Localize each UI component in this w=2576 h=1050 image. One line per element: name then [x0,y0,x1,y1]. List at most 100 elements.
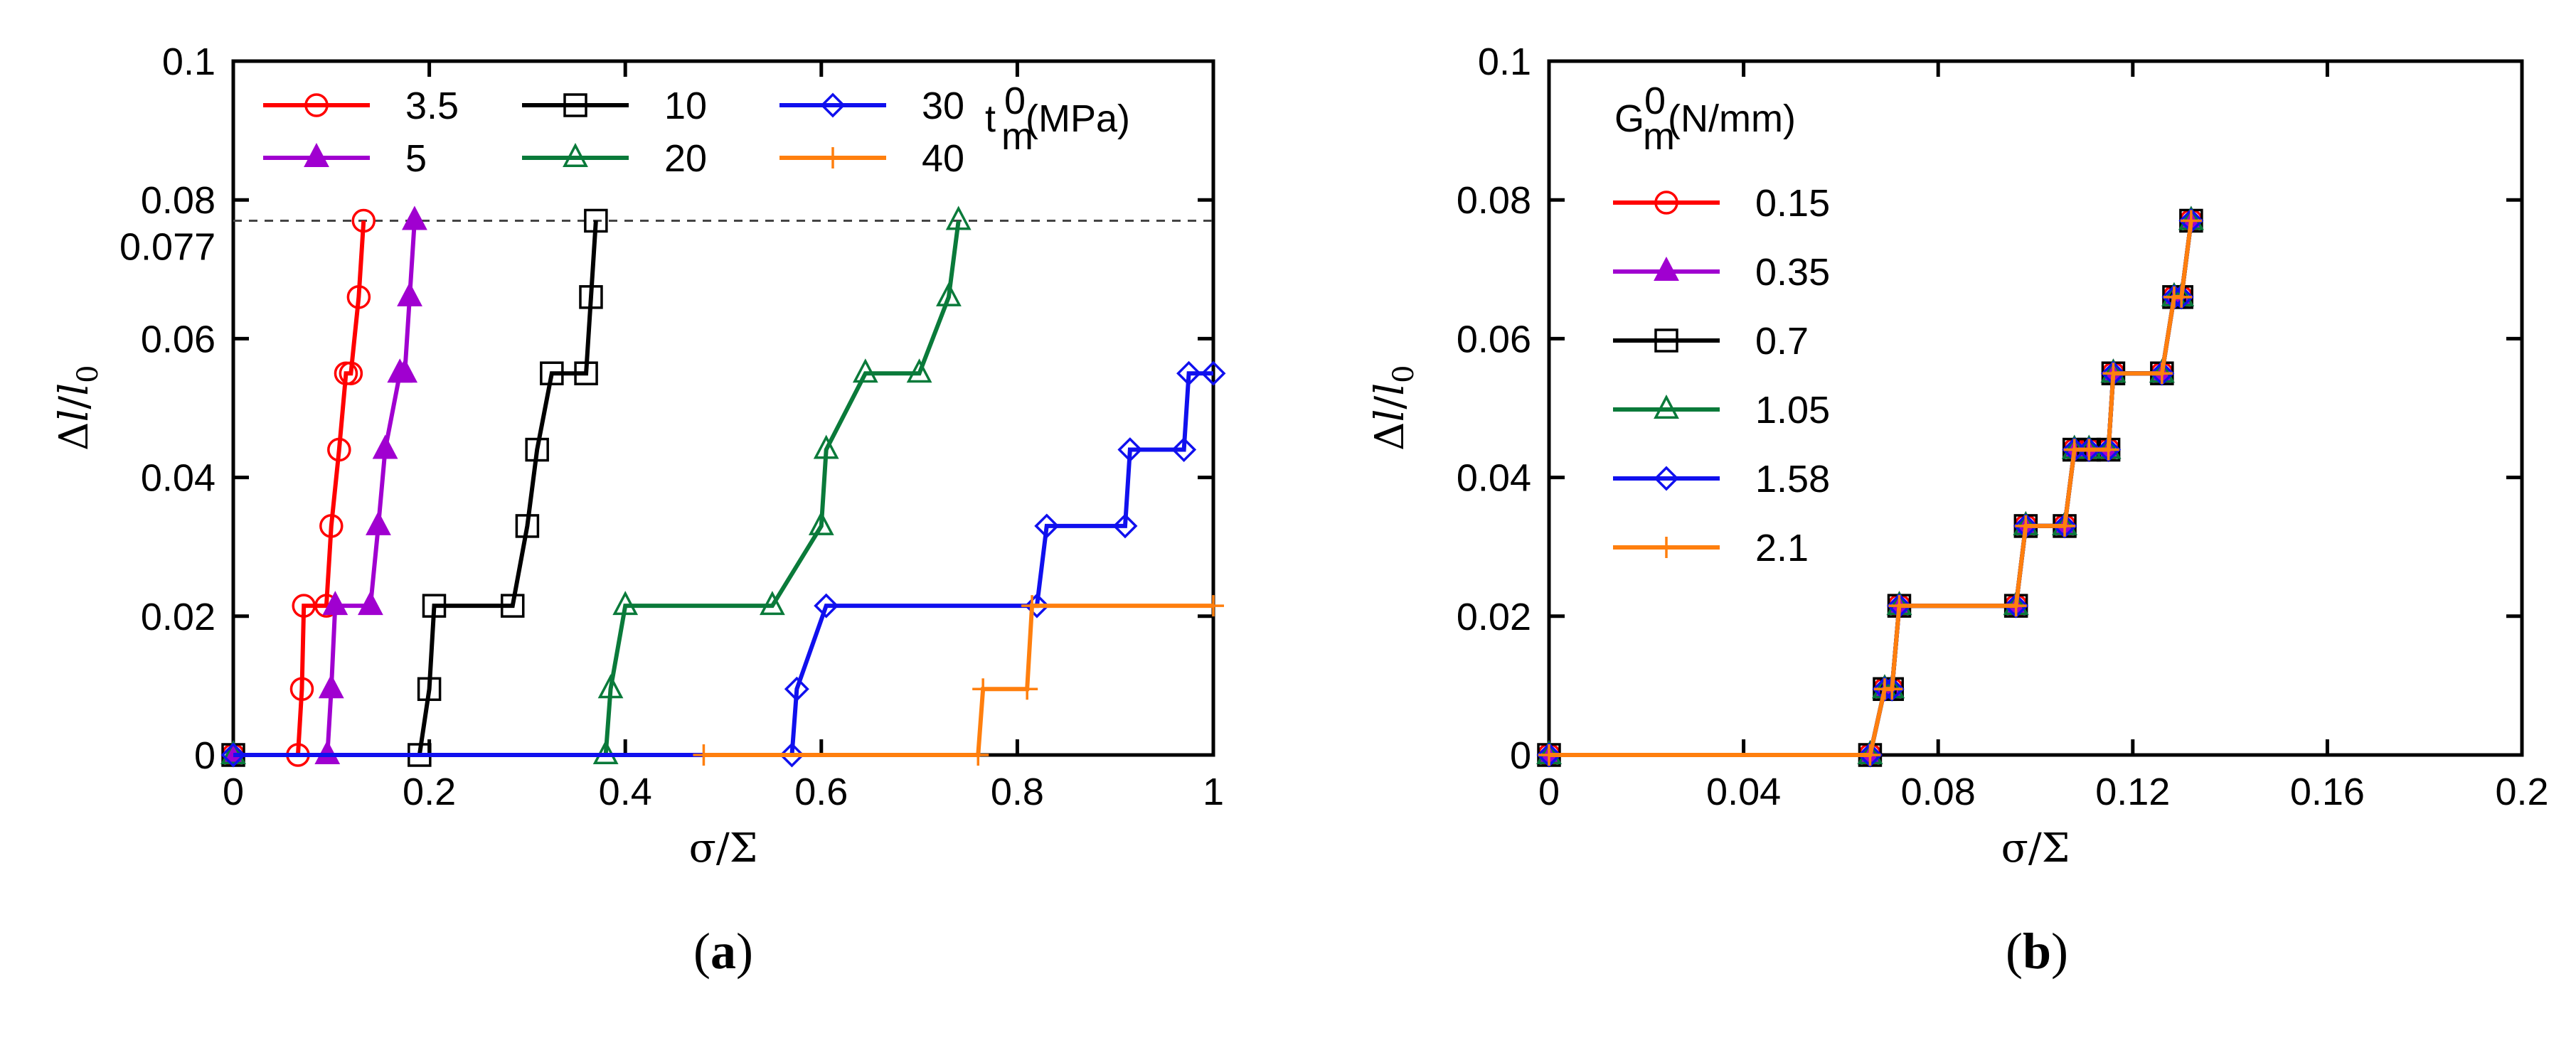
series-line [1549,220,2193,757]
data-point [2005,595,2027,617]
data-point [779,742,804,768]
legend: 3.5 5 10 20 30 40 t 0m (MPa) [263,80,1130,180]
legend-label: 3.5 [405,85,459,127]
y-tick-label: 0.04 [141,457,215,500]
data-point [500,594,525,618]
y-axis-title-group: Δl/l0 [51,365,105,451]
plot-frame [231,59,1215,757]
y-tick-label: 0.02 [1457,596,1531,638]
data-point [813,434,839,459]
legend-swatch-marker [1654,328,1678,353]
legend-title-base-part: t [985,97,996,140]
legend-swatch-marker [304,93,329,117]
series-2.1 [1538,210,2202,766]
data-point [814,593,839,618]
legend-item-5: 5 [263,137,427,180]
series-0.15 [1537,208,2203,767]
data-point [2102,363,2124,385]
data-point [579,285,603,309]
legend-title-group: G 0m (N/mm) [1614,80,1796,158]
x-tick-label: 0 [1538,771,1560,813]
y-axis-title: Δl/l0 [51,365,105,451]
legend-label: 0.7 [1755,320,1809,363]
data-point [574,361,598,385]
data-point [2171,286,2193,308]
data-point [392,358,418,383]
data-point [1859,744,1881,766]
legend-swatch-marker [1654,394,1679,419]
y-axis-title-group: Δl/l0 [1367,365,1420,451]
y-tick-label: 0.1 [1478,41,1531,83]
data-point [318,674,344,699]
legend-swatch-marker [1656,537,1677,558]
x-tick-label: 0.6 [794,771,848,813]
data-point [289,677,314,702]
x-tick-label: 0.04 [1706,771,1781,813]
series-line [233,371,1213,757]
legend-label: 10 [664,85,707,127]
data-point [612,591,639,616]
legend-item-30: 30 [779,85,964,127]
data-point [2151,363,2173,385]
data-point [322,591,348,616]
data-point [1171,437,1197,463]
legend-title-base: t [985,97,996,140]
legend: G 0m (N/mm) 0.15 0.35 0.7 1.05 1.58 2.1 [1613,80,1830,569]
series-5 [220,205,427,764]
legend-item-20: 20 [522,137,707,180]
legend-swatch-marker [1654,256,1679,281]
data-point [525,437,549,462]
legend-swatch-marker [563,93,587,117]
x-tick-label: 0 [223,771,244,813]
data-point [1024,593,1050,618]
y-tick-label: 0.08 [1457,179,1531,222]
y-axis-title: Δl/l0 [1367,365,1420,451]
series-line [233,220,961,757]
legend-swatch-marker [1654,466,1679,491]
legend-title-base: G [1614,97,1644,140]
data-point [967,744,989,766]
legend-item-1.58: 1.58 [1613,458,1830,500]
y-axis-title-part: l [51,409,97,422]
legend-label: 0.15 [1755,182,1830,225]
data-point [1117,437,1143,463]
legend-label: 1.05 [1755,389,1830,432]
legend-item-1.05: 1.05 [1613,389,1830,432]
y-tick-label: 0.02 [141,596,215,638]
legend-label: 1.58 [1755,458,1830,500]
data-point [2078,439,2100,461]
y-axis-title-part: / [1367,396,1413,409]
data-point [422,594,447,618]
data-point [2097,439,2119,461]
legend-label: 0.35 [1755,251,1830,294]
panel-a-chart: 0 0.2 0.4 0.6 0.8 100.020.040.060.080.1σ/ΣΔl/… [51,41,1226,980]
data-point [1538,744,1560,766]
legend-title-sup: 0 [1644,80,1666,122]
panel-label-part: ( [693,923,710,980]
series-line [1549,220,2193,757]
data-point [784,676,809,702]
data-point [584,208,608,233]
data-point [540,361,564,385]
panel-label: (b) [2006,923,2068,980]
data-point [808,510,834,535]
panel-label-part: b [2023,923,2051,980]
data-point [693,744,715,766]
data-point [597,674,624,699]
data-point [2180,210,2202,232]
y-axis-title-part: l [1367,409,1413,422]
panel-label-part: ( [2006,923,2023,980]
legend-swatch-marker [820,92,846,118]
data-point [1034,513,1060,539]
data-point [1176,360,1202,386]
y-tick-label: 0.08 [141,179,215,222]
panel-label-part: a [710,923,736,980]
series-line [233,220,366,757]
x-tick-label: 0.4 [599,771,652,813]
legend-item-40: 40 [779,137,964,180]
panel-label-part: ) [2051,923,2068,980]
data-point [1016,678,1038,700]
x-tick-label: 0.8 [991,771,1044,813]
y-tick-label: 0 [194,734,215,777]
